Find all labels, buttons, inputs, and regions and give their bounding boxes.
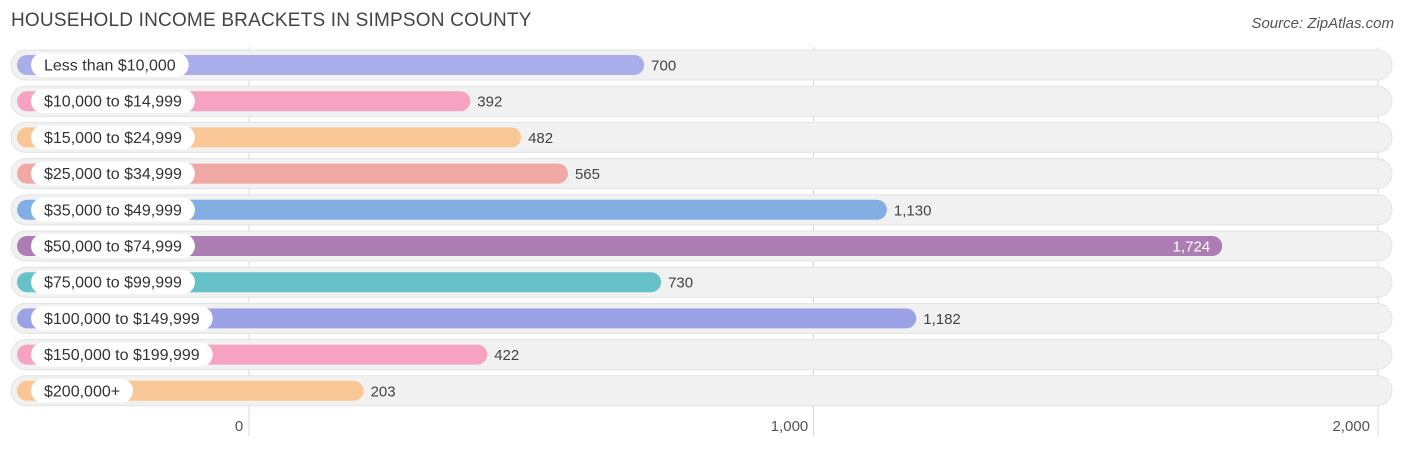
category-label: $75,000 to $99,999 <box>44 275 182 292</box>
category-label-pill <box>31 161 195 186</box>
bar-row: $200,000+ 203 <box>10 375 1393 407</box>
value-label: 203 <box>371 383 396 400</box>
value-label: 700 <box>651 58 676 75</box>
bar-row: $25,000 to $34,999 565 <box>10 158 1393 190</box>
bar-row: Less than $10,000 700 <box>10 49 1393 81</box>
bar <box>17 236 1223 256</box>
bar <box>17 308 917 329</box>
value-label: 565 <box>575 166 600 183</box>
bar-row: $150,000 to $199,999 422 <box>10 339 1393 371</box>
category-label: $200,000+ <box>44 383 120 400</box>
category-label-pill <box>31 306 213 331</box>
bar <box>17 199 887 220</box>
category-label-pill <box>31 270 195 295</box>
bar-row: $50,000 to $74,999 1,724 <box>10 230 1393 262</box>
category-label-pill <box>31 378 134 403</box>
category-label-pill <box>31 197 195 222</box>
value-label: 422 <box>494 347 519 364</box>
category-label: $15,000 to $24,999 <box>44 130 182 147</box>
value-label: 1,182 <box>923 311 961 328</box>
value-label: 392 <box>477 94 502 111</box>
category-label-pill <box>31 342 213 367</box>
bar-row: $15,000 to $24,999 482 <box>10 121 1393 153</box>
x-tick-label: 0 <box>235 418 243 435</box>
x-tick-label: 2,000 <box>1332 418 1370 435</box>
category-label: $10,000 to $14,999 <box>44 94 182 111</box>
category-label: $150,000 to $199,999 <box>44 347 200 364</box>
category-label: $35,000 to $49,999 <box>44 202 182 219</box>
x-tick-label: 1,000 <box>771 418 809 435</box>
source-note: Source: ZipAtlas.com <box>1251 15 1394 32</box>
category-label-pill <box>31 125 195 150</box>
bar-row: $10,000 to $14,999 392 <box>10 85 1393 117</box>
category-label-pill <box>31 53 189 77</box>
category-label: $100,000 to $149,999 <box>44 311 200 328</box>
bar-row: $100,000 to $149,999 1,182 <box>10 302 1393 334</box>
value-label: 1,724 <box>1173 239 1211 256</box>
bar-row: $75,000 to $99,999 730 <box>10 266 1393 298</box>
chart-title: HOUSEHOLD INCOME BRACKETS IN SIMPSON COU… <box>11 10 532 31</box>
value-label: 1,130 <box>894 202 932 219</box>
category-label: Less than $10,000 <box>44 58 176 75</box>
category-label: $25,000 to $34,999 <box>44 166 182 183</box>
category-label: $50,000 to $74,999 <box>44 239 182 256</box>
bar-row: $35,000 to $49,999 1,130 <box>10 194 1393 226</box>
category-label-pill <box>31 89 195 114</box>
value-label: 482 <box>528 130 553 147</box>
category-label-pill <box>31 234 195 258</box>
value-label: 730 <box>668 275 693 292</box>
